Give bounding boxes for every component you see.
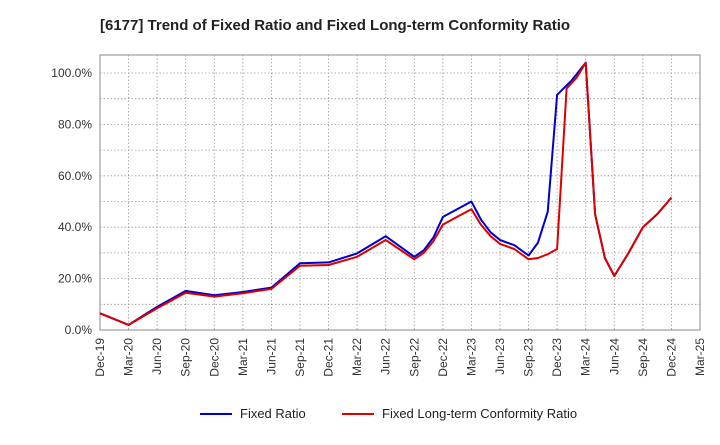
y-tick-label: 60.0%	[58, 169, 92, 183]
x-tick-label: Mar-21	[236, 338, 250, 376]
x-tick-label: Mar-22	[350, 338, 364, 376]
plot-frame	[99, 54, 701, 331]
x-tick-label: Jun-20	[150, 338, 164, 375]
y-tick-label: 0.0%	[65, 323, 93, 337]
legend: Fixed Ratio Fixed Long-term Conformity Ra…	[200, 406, 577, 421]
legend-label-1: Fixed Ratio	[240, 406, 306, 421]
y-tick-label: 20.0%	[58, 272, 92, 286]
x-tick-label: Jun-21	[264, 338, 278, 375]
x-tick-label: Mar-25	[693, 338, 707, 376]
x-tick-label: Sep-23	[522, 338, 536, 377]
x-tick-label: Jun-23	[493, 338, 507, 375]
x-tick-label: Dec-19	[93, 338, 107, 377]
y-tick-label: 100.0%	[51, 66, 92, 80]
x-tick-label: Dec-24	[664, 338, 678, 377]
y-tick-label: 80.0%	[58, 117, 92, 131]
chart-title: [6177] Trend of Fixed Ratio and Fixed Lo…	[100, 17, 570, 34]
x-tick-label: Sep-20	[179, 338, 193, 377]
x-tick-label: Sep-24	[636, 338, 650, 377]
x-tick-label: Sep-21	[293, 338, 307, 377]
x-tick-label: Dec-21	[322, 338, 336, 377]
series-layer	[99, 61, 673, 326]
grid-layer	[99, 54, 701, 331]
x-tick-label: Mar-23	[464, 338, 478, 376]
x-tick-label: Mar-20	[122, 338, 136, 376]
x-tick-label: Dec-23	[550, 338, 564, 377]
axis-layer: Dec-19 Mar-20 Jun-20 Sep-20 Dec-20 Mar-21 Jun-…	[51, 66, 707, 377]
y-tick-label: 40.0%	[58, 220, 92, 234]
legend-label-2: Fixed Long-term Conformity Ratio	[382, 406, 577, 421]
x-tick-label: Dec-20	[207, 338, 221, 377]
x-tick-label: Sep-22	[407, 338, 421, 377]
x-tick-label: Mar-24	[579, 338, 593, 376]
series-line-2	[99, 61, 673, 326]
x-tick-label: Jun-22	[379, 338, 393, 375]
x-tick-label: Dec-22	[436, 338, 450, 377]
x-tick-label: Jun-24	[607, 338, 621, 375]
